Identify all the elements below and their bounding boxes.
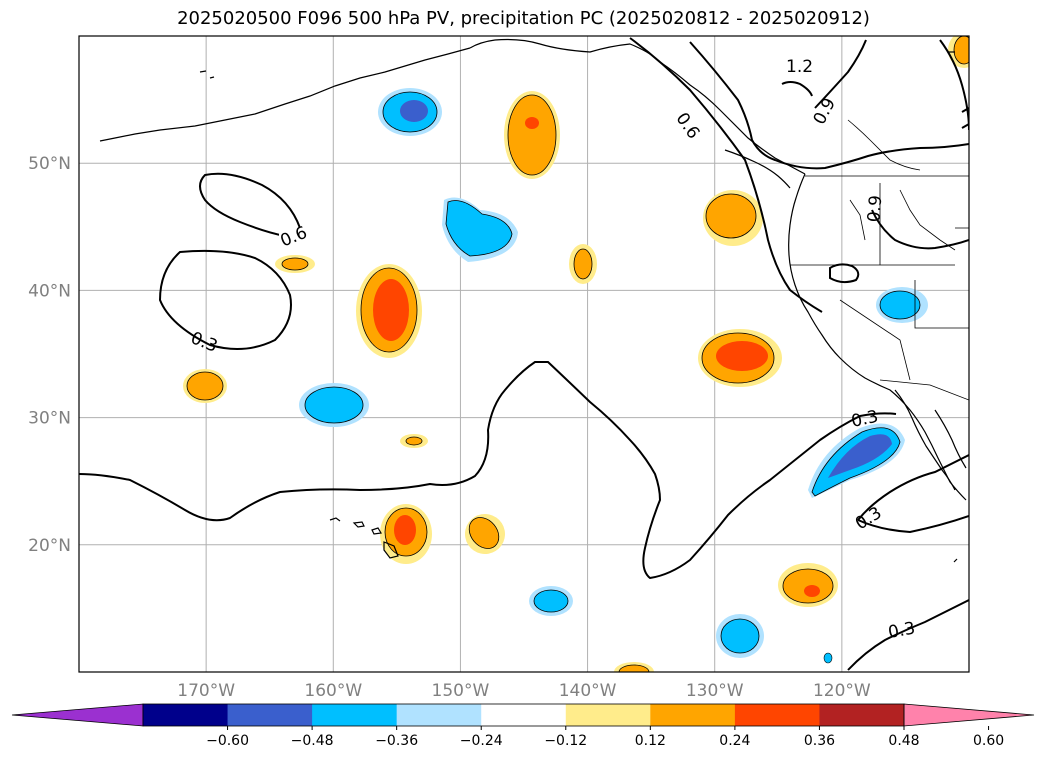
latitude-tick-label: 30°N	[28, 409, 71, 429]
longitude-tick-label: 160°W	[304, 681, 362, 701]
latitude-tick-label: 40°N	[28, 281, 71, 301]
contour-label: 1.2	[786, 57, 813, 77]
precip-blob-negative	[299, 383, 369, 427]
map-title: 2025020500 F096 500 hPa PV, precipitatio…	[177, 8, 870, 29]
colorbar-tick-label: 0.36	[804, 733, 835, 749]
precip-blob-positive	[614, 662, 654, 672]
precip-blob-negative	[442, 197, 518, 262]
latitude-tick-label: 50°N	[28, 154, 71, 174]
colorbar-tick-label: −0.24	[460, 733, 503, 749]
colorbar: −0.60 −0.48 −0.36 −0.24 −0.12 0.12 0.24 0.36 0.4…	[11, 703, 1035, 749]
precip-blob-negative	[876, 287, 928, 323]
precip-blob-positive	[183, 369, 227, 403]
precip-blob-positive	[275, 255, 315, 273]
longitude-tick-label: 140°W	[559, 681, 617, 701]
longitude-labels: 170°W 160°W 150°W 140°W 130°W 120°W	[177, 681, 871, 701]
precip-blob-positive	[380, 504, 432, 564]
colorbar-tick-label: 0.48	[888, 733, 919, 749]
precip-blob-positive	[356, 264, 422, 358]
colorbar-segment	[734, 704, 820, 726]
colorbar-segment	[312, 704, 398, 726]
colorbar-extend-low	[11, 703, 144, 727]
colorbar-tick-label: −0.36	[375, 733, 418, 749]
colorbar-extend-high	[903, 703, 1035, 727]
colorbar-segment	[143, 704, 229, 726]
latitude-tick-label: 20°N	[28, 536, 71, 556]
colorbar-tick-label: 0.60	[973, 733, 1004, 749]
colorbar-tick-label: −0.12	[544, 733, 587, 749]
colorbar-frame	[142, 703, 905, 727]
colorbar-segment	[819, 704, 905, 726]
map-frame	[78, 35, 970, 673]
precip-blob-positive	[465, 514, 505, 554]
longitude-tick-label: 120°W	[813, 681, 871, 701]
colorbar-tick-label: −0.48	[291, 733, 334, 749]
longitude-tick-label: 150°W	[432, 681, 490, 701]
precip-blob-positive	[569, 244, 597, 284]
colorbar-segment	[396, 704, 482, 726]
precip-blob-positive	[698, 329, 782, 387]
contour-label: 0.3	[887, 619, 917, 643]
political-borders	[790, 119, 969, 401]
colorbar-tick-label: −0.60	[206, 733, 249, 749]
pv-contours	[79, 37, 969, 671]
precip-anomaly-fields	[183, 36, 969, 672]
precip-blob-negative	[823, 652, 833, 664]
colorbar-segment	[650, 704, 736, 726]
contour-label: 0.9	[864, 194, 886, 223]
colorbar-segment	[227, 704, 313, 726]
longitude-tick-label: 170°W	[177, 681, 235, 701]
precip-blob-negative	[378, 88, 442, 136]
precip-blob-positive	[504, 91, 560, 179]
colorbar-tick-label: 0.24	[719, 733, 750, 749]
latitude-labels: 50°N 40°N 30°N 20°N	[28, 154, 71, 556]
colorbar-segment	[481, 704, 567, 726]
precip-blob-negative	[716, 614, 764, 658]
precip-blob-negative	[529, 586, 573, 616]
colorbar-tick-label: 0.12	[635, 733, 666, 749]
map-panel: 1.2 0.9 0.6 0.6 0.3 0.9 0.3 0.3 0.3	[78, 35, 970, 673]
precip-blob-positive	[778, 563, 838, 607]
precip-blob-negative	[808, 423, 905, 498]
colorbar-segment	[565, 704, 651, 726]
longitude-tick-label: 130°W	[686, 681, 744, 701]
precip-blob-positive	[703, 190, 763, 246]
precip-blob-positive	[400, 434, 428, 448]
